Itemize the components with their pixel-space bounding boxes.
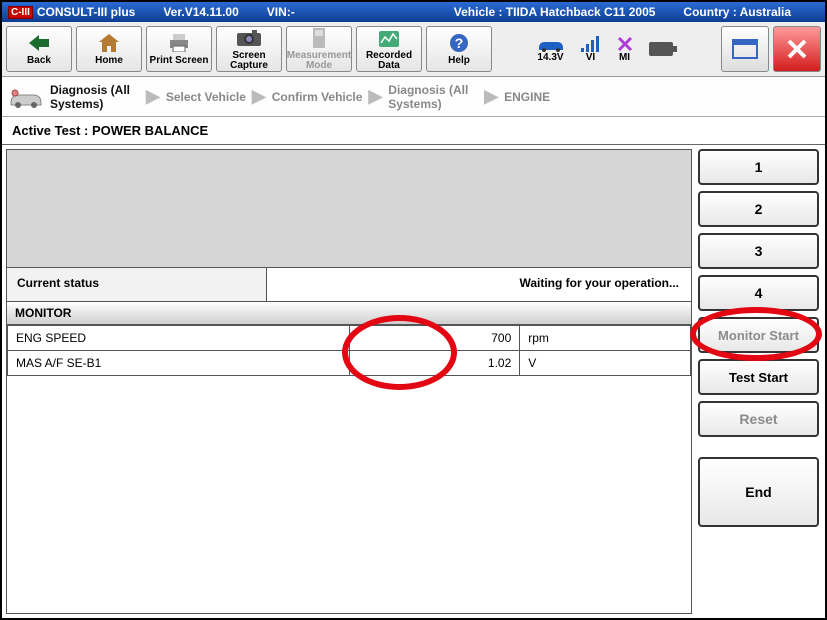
diagnosis-car-icon bbox=[8, 82, 44, 112]
monitor-header: MONITOR bbox=[7, 302, 691, 325]
svg-text:?: ? bbox=[455, 35, 464, 51]
monitor-unit: rpm bbox=[520, 326, 691, 351]
help-button[interactable]: ? Help bbox=[426, 26, 492, 72]
end-button[interactable]: End bbox=[698, 457, 819, 527]
measurement-mode-button[interactable]: Measurement Mode bbox=[286, 26, 352, 72]
chevron-right-icon: ▶ bbox=[146, 86, 160, 107]
measurement-icon bbox=[310, 27, 328, 49]
title-bar: C-III CONSULT-III plus Ver.V14.11.00 VIN… bbox=[2, 2, 825, 22]
monitor-table: ENG SPEED 700 rpm MAS A/F SE-B1 1.02 V bbox=[7, 325, 691, 613]
breadcrumb-engine[interactable]: ENGINE bbox=[504, 90, 550, 104]
status-icons: 14.3V VI MI bbox=[496, 36, 717, 63]
app-version: Ver.V14.11.00 bbox=[163, 5, 238, 19]
chevron-right-icon: ▶ bbox=[252, 86, 266, 107]
active-test-title: Active Test : POWER BALANCE bbox=[2, 117, 825, 145]
recorded-data-button[interactable]: Recorded Data bbox=[356, 26, 422, 72]
print-screen-button[interactable]: Print Screen bbox=[146, 26, 212, 72]
toolbar: Back Home Print Screen Screen Capture Me… bbox=[2, 22, 825, 77]
breadcrumb-diagnosis-all-2[interactable]: Diagnosis (All Systems) bbox=[388, 83, 478, 111]
monitor-row: ENG SPEED 700 rpm bbox=[8, 326, 691, 351]
printer-icon bbox=[168, 32, 190, 54]
window-icon bbox=[732, 39, 758, 59]
breadcrumb-select-vehicle[interactable]: Select Vehicle bbox=[166, 90, 246, 104]
monitor-value: 700 bbox=[349, 326, 520, 351]
cylinder-2-button[interactable]: 2 bbox=[698, 191, 819, 227]
app-window: C-III CONSULT-III plus Ver.V14.11.00 VIN… bbox=[0, 0, 827, 620]
breadcrumb: Diagnosis (All Systems) ▶ Select Vehicle… bbox=[2, 77, 825, 117]
right-panel: 1 2 3 4 Monitor Start Test Start Reset E… bbox=[696, 149, 821, 614]
x-icon bbox=[617, 36, 633, 52]
battery-indicator bbox=[649, 42, 677, 56]
close-button[interactable] bbox=[773, 26, 821, 72]
mi-indicator: MI bbox=[617, 36, 633, 63]
screen-capture-button[interactable]: Screen Capture bbox=[216, 26, 282, 72]
left-panel: Current status Waiting for your operatio… bbox=[6, 149, 692, 614]
reset-button[interactable]: Reset bbox=[698, 401, 819, 437]
current-status-row: Current status Waiting for your operatio… bbox=[7, 268, 691, 302]
cylinder-1-button[interactable]: 1 bbox=[698, 149, 819, 185]
monitor-value: 1.02 bbox=[349, 351, 520, 376]
vi-indicator: VI bbox=[581, 36, 601, 63]
vin-label: VIN:- bbox=[267, 5, 295, 19]
cylinder-4-button[interactable]: 4 bbox=[698, 275, 819, 311]
help-icon: ? bbox=[450, 32, 468, 54]
home-icon bbox=[99, 32, 119, 54]
current-status-value: Waiting for your operation... bbox=[267, 268, 691, 301]
monitor-row: MAS A/F SE-B1 1.02 V bbox=[8, 351, 691, 376]
vehicle-label: Vehicle : TIIDA Hatchback C11 2005 bbox=[454, 5, 656, 19]
app-name: CONSULT-III plus bbox=[37, 5, 135, 19]
home-button[interactable]: Home bbox=[76, 26, 142, 72]
graph-placeholder bbox=[7, 150, 691, 268]
monitor-start-button[interactable]: Monitor Start bbox=[698, 317, 819, 353]
cylinder-3-button[interactable]: 3 bbox=[698, 233, 819, 269]
app-logo: C-III bbox=[8, 6, 33, 19]
close-icon bbox=[785, 37, 809, 61]
monitor-name: MAS A/F SE-B1 bbox=[8, 351, 350, 376]
breadcrumb-diagnosis-all[interactable]: Diagnosis (All Systems) bbox=[50, 83, 140, 111]
country-label: Country : Australia bbox=[683, 5, 791, 19]
monitor-unit: V bbox=[520, 351, 691, 376]
camera-icon bbox=[237, 27, 261, 49]
work-area: Current status Waiting for your operatio… bbox=[2, 145, 825, 618]
back-button[interactable]: Back bbox=[6, 26, 72, 72]
car-icon bbox=[537, 36, 565, 52]
monitor-name: ENG SPEED bbox=[8, 326, 350, 351]
current-status-label: Current status bbox=[7, 268, 267, 301]
test-start-button[interactable]: Test Start bbox=[698, 359, 819, 395]
signal-icon bbox=[581, 36, 601, 52]
breadcrumb-confirm-vehicle[interactable]: Confirm Vehicle bbox=[272, 90, 363, 104]
recorded-data-icon bbox=[379, 27, 399, 49]
minimize-button[interactable] bbox=[721, 26, 769, 72]
chevron-right-icon: ▶ bbox=[368, 86, 382, 107]
voltage-indicator: 14.3V bbox=[537, 36, 565, 63]
battery-icon bbox=[649, 42, 677, 56]
chevron-right-icon: ▶ bbox=[484, 86, 498, 107]
back-arrow-icon bbox=[29, 32, 49, 54]
